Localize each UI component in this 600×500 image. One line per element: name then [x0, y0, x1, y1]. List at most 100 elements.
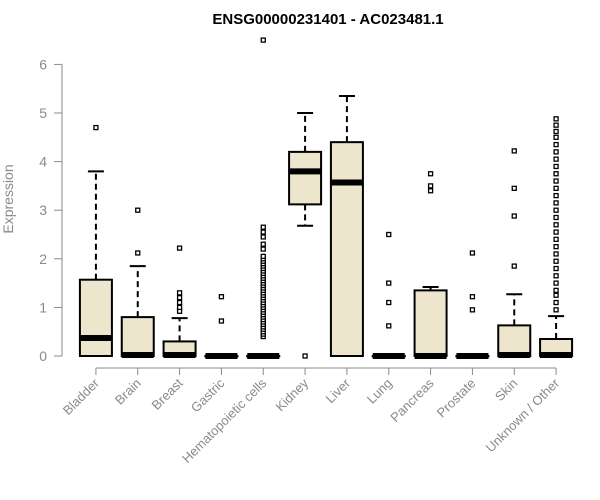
category-label: Brain: [112, 376, 144, 408]
outlier-point: [553, 178, 559, 184]
outlier-point: [553, 214, 559, 221]
category-label: Pancreas: [387, 375, 437, 425]
category-label: Breast: [149, 375, 186, 412]
box-group: [413, 171, 448, 359]
outlier-point: [553, 122, 559, 128]
outlier-point: [260, 37, 266, 43]
outlier-point: [553, 236, 559, 243]
outlier-point: [511, 185, 517, 191]
box-group: [78, 124, 113, 357]
box: [413, 289, 448, 358]
outlier-point: [553, 280, 559, 286]
outlier-point: [553, 141, 559, 148]
box-group: [371, 231, 406, 359]
box-group: [329, 94, 364, 357]
outlier-point: [553, 258, 559, 264]
outlier-point: [176, 295, 183, 301]
outlier-point: [302, 353, 308, 359]
box-group: [204, 294, 239, 359]
category-label: Prostate: [434, 376, 479, 421]
outlier-point: [553, 299, 559, 306]
outlier-point: [553, 222, 559, 228]
outlier-point: [553, 229, 559, 235]
outlier-point: [218, 294, 225, 300]
chart-title: ENSG00000231401 - AC023481.1: [212, 11, 443, 28]
outlier-point: [553, 134, 559, 140]
category-label: Bladder: [60, 375, 103, 418]
outlier-point: [553, 128, 559, 135]
outlier-point: [218, 318, 225, 324]
box: [329, 141, 364, 357]
outlier-point: [469, 294, 476, 300]
y-axis-label: Expression: [0, 164, 16, 233]
outlier-point: [176, 304, 183, 311]
outlier-point: [553, 207, 559, 213]
y-tick-label: 3: [39, 202, 47, 218]
box: [288, 150, 323, 206]
outlier-point: [260, 241, 266, 247]
boxes: [78, 37, 574, 359]
outlier-point: [135, 250, 141, 256]
outlier-point: [553, 116, 559, 122]
outlier-point: [553, 307, 559, 313]
category-label: Liver: [322, 375, 353, 406]
outlier-point: [553, 192, 559, 199]
box: [120, 316, 155, 357]
box-group: [539, 116, 574, 359]
box-group: [246, 37, 281, 359]
category-label: Lung: [364, 376, 395, 407]
outlier-point: [553, 292, 559, 298]
y-tick-label: 0: [39, 348, 47, 364]
outlier-point: [469, 307, 476, 313]
outlier-point: [553, 251, 559, 257]
category-label: Skin: [492, 376, 520, 404]
outlier-point: [427, 188, 434, 194]
y-tick-label: 4: [39, 154, 47, 170]
outlier-point: [553, 185, 559, 191]
outlier-point: [553, 265, 559, 272]
outlier-point: [176, 299, 183, 306]
outlier-point: [553, 149, 559, 155]
outlier-point: [553, 273, 559, 279]
outlier-point: [386, 231, 392, 238]
box-group: [455, 250, 490, 359]
outlier-point: [260, 229, 266, 235]
category-label: Gastric: [188, 375, 228, 415]
outlier-point: [553, 243, 559, 250]
box-group: [162, 245, 197, 359]
outlier-point: [553, 171, 559, 177]
outlier-point: [511, 263, 517, 269]
y-tick-label: 1: [39, 299, 47, 315]
outlier-point: [260, 224, 266, 230]
box: [497, 324, 532, 357]
outlier-point: [511, 213, 517, 219]
outlier-point: [135, 207, 141, 213]
box-group: [120, 207, 155, 359]
y-tick-label: 2: [39, 251, 47, 267]
outlier-point: [386, 280, 392, 286]
y-tick-label: 6: [39, 56, 47, 72]
outlier-point: [553, 287, 559, 294]
outlier-point: [553, 200, 559, 206]
outlier-point: [260, 246, 266, 252]
outlier-point: [260, 253, 266, 260]
box: [78, 278, 113, 357]
outlier-point: [176, 290, 183, 296]
category-label: Unknown / Other: [483, 375, 563, 455]
outlier-point: [93, 124, 99, 131]
outlier-point: [386, 323, 392, 329]
outlier-point: [553, 163, 559, 170]
outlier-point: [469, 250, 476, 256]
outlier-point: [553, 156, 559, 162]
outlier-point: [427, 183, 434, 189]
outlier-point: [260, 234, 266, 240]
outlier-point: [511, 148, 517, 154]
outlier-point: [176, 245, 183, 251]
outlier-point: [386, 299, 392, 306]
outlier-point: [427, 171, 434, 177]
y-tick-label: 5: [39, 105, 47, 121]
category-label: Kidney: [272, 375, 311, 414]
box-group: [288, 112, 323, 359]
